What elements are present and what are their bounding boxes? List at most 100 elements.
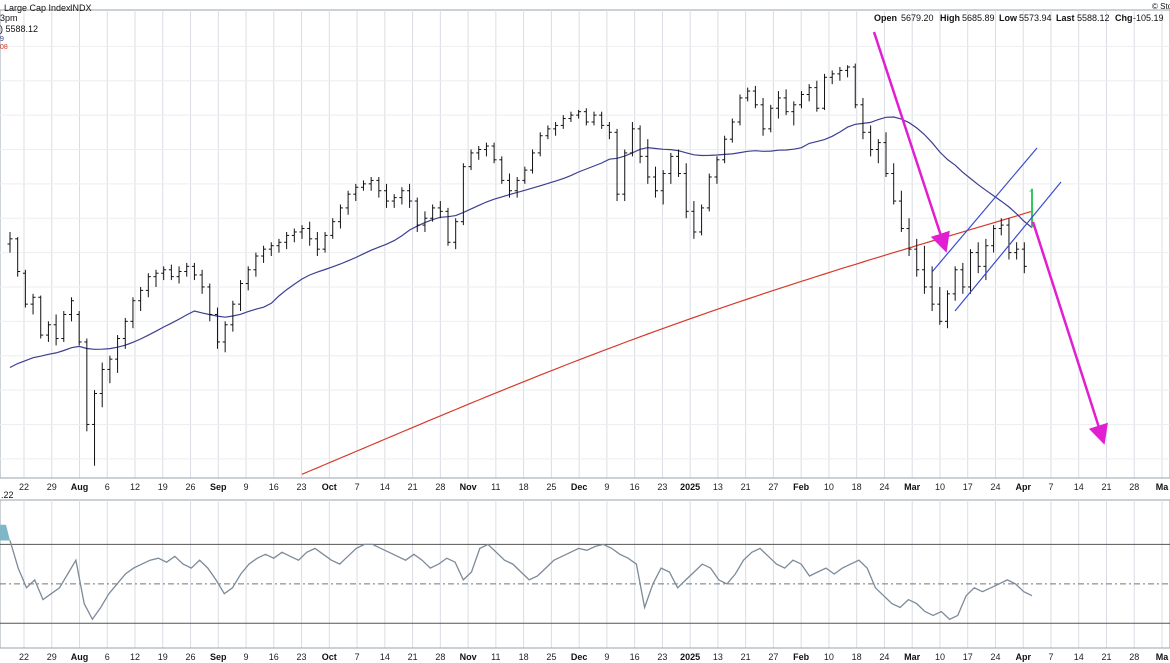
- ohlc-bar: [553, 121, 559, 136]
- x-tick-label: Aug: [71, 482, 89, 492]
- x-tick-label: 23: [297, 482, 307, 492]
- ohlc-bar: [399, 187, 405, 205]
- ohlc-bar: [391, 194, 397, 208]
- price-panel: [0, 9, 1170, 479]
- ohlc-bar: [99, 362, 105, 408]
- x-tick-label: Feb: [793, 482, 810, 492]
- ohlc-bar: [414, 197, 420, 232]
- ohlc-bar: [268, 242, 274, 257]
- x-tick-label: 16: [269, 482, 279, 492]
- x-tick-label: 9: [244, 482, 249, 492]
- ohlc-bar: [998, 218, 1004, 236]
- ohlc-bar: [214, 307, 220, 349]
- ohlc-bar: [130, 297, 136, 329]
- x-tick-label: Mar: [904, 482, 921, 492]
- x-tick-label: 7: [1048, 652, 1053, 662]
- x-tick-label: 6: [105, 652, 110, 662]
- x-tick-label: 18: [519, 482, 529, 492]
- ohlc-bar: [860, 97, 866, 140]
- ohlc-bar: [606, 121, 612, 140]
- ohlc-bar: [15, 237, 21, 277]
- ohlc-bar: [299, 225, 305, 239]
- ohlc-bar: [253, 252, 259, 277]
- x-tick-label: 17: [963, 482, 973, 492]
- open-label: Open: [874, 13, 897, 23]
- x-tick-label: 21: [741, 482, 751, 492]
- ohlc-bar: [245, 266, 251, 291]
- overbought-fill: [0, 524, 10, 541]
- ohlc-bar: [407, 183, 413, 208]
- x-tick-label: 9: [604, 652, 609, 662]
- x-tick-label: 14: [380, 482, 390, 492]
- x-tick-label: 21: [741, 652, 751, 662]
- ohlc-bar: [491, 142, 497, 164]
- ohlc-bar: [745, 87, 751, 102]
- x-tick-label: 6: [105, 482, 110, 492]
- rsi-line: [9, 540, 1033, 621]
- ohlc-bar: [583, 108, 589, 126]
- ohlc-bar: [7, 231, 13, 253]
- x-tick-label: 9: [604, 482, 609, 492]
- x-tick-label: 23: [297, 652, 307, 662]
- ohlc-bar: [314, 231, 320, 257]
- x-tick-label: Mar: [904, 652, 921, 662]
- ohlc-bar: [875, 139, 881, 164]
- ohlc-bar: [84, 338, 90, 432]
- ohlc-bar: [307, 221, 313, 246]
- low-label: Low: [999, 13, 1018, 23]
- ohlc-bar: [814, 80, 820, 112]
- x-tick-label: 11: [491, 482, 500, 492]
- x-tick-label: 26: [186, 482, 196, 492]
- ohlc-bar: [76, 311, 82, 346]
- ohlc-bar: [822, 73, 828, 110]
- ohlc-bar: [207, 283, 213, 322]
- ohlc-bar: [1014, 242, 1020, 260]
- price-bars: [7, 63, 1035, 466]
- x-tick-label: Apr: [1015, 482, 1031, 492]
- ohlc-bar: [952, 266, 958, 301]
- ohlc-bar: [1006, 218, 1012, 260]
- x-tick-label: 21: [408, 482, 418, 492]
- ohlc-bar: [261, 245, 267, 263]
- ohlc-bar: [22, 269, 28, 308]
- ohlc-bar: [714, 156, 720, 184]
- ohlc-bar: [92, 390, 98, 466]
- ohlc-bar: [560, 115, 566, 129]
- ma-long-legend: 08: [0, 44, 8, 51]
- ohlc-bar: [829, 70, 835, 85]
- ohlc-bar: [161, 266, 167, 281]
- x-tick-label: 27: [768, 482, 778, 492]
- x-tick-label: 7: [1048, 482, 1053, 492]
- ohlc-bar: [322, 231, 328, 253]
- chart-exchange: INDX: [70, 3, 92, 13]
- x-tick-label: Oct: [322, 652, 337, 662]
- ohlc-bar: [122, 317, 128, 349]
- chg-label: Chg: [1115, 13, 1133, 23]
- ohlc-bar: [384, 183, 390, 208]
- x-tick-label: 22: [19, 482, 29, 492]
- x-tick-label: 19: [158, 652, 168, 662]
- x-tick-label: 17: [963, 652, 973, 662]
- ohlc-bar: [929, 266, 935, 312]
- ohlc-bar: [453, 218, 459, 250]
- x-tick-label: Feb: [793, 652, 810, 662]
- ohlc-bar: [522, 166, 528, 184]
- last-price-label: ) 5588.12: [0, 24, 38, 34]
- x-tick-label: 18: [852, 652, 862, 662]
- x-tick-label: Dec: [571, 652, 588, 662]
- x-tick-label: 28: [1129, 482, 1139, 492]
- indicator-panel: [0, 499, 1170, 649]
- ohlc-bar: [975, 242, 981, 274]
- ohlc-bar: [368, 176, 374, 191]
- x-tick-label: Oct: [322, 482, 337, 492]
- x-tick-label: 24: [990, 652, 1000, 662]
- ohlc-bar: [284, 231, 290, 250]
- ma-long-line: [301, 210, 1033, 475]
- ohlc-bar: [238, 280, 244, 312]
- ohlc-bar: [199, 269, 205, 294]
- indicator-line: [0, 524, 1033, 621]
- ohlc-bar: [537, 132, 543, 157]
- ohlc-bar: [845, 65, 851, 78]
- x-tick-label: 14: [380, 652, 390, 662]
- ohlc-bar: [668, 152, 674, 184]
